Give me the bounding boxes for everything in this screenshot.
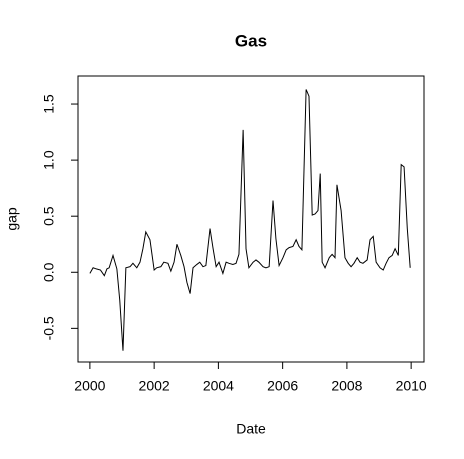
data-line bbox=[89, 89, 411, 351]
x-tick-label: 2002 bbox=[139, 378, 170, 394]
plot-frame bbox=[77, 75, 425, 363]
y-tick-label: 0.0 bbox=[41, 262, 57, 282]
y-tick-label: -0.5 bbox=[41, 316, 57, 340]
x-axis-label: Date bbox=[236, 421, 266, 437]
y-tick-label: 1.5 bbox=[41, 94, 57, 114]
y-tick-label: 0.5 bbox=[41, 206, 57, 226]
x-tick-label: 2004 bbox=[203, 378, 234, 394]
x-tick-label: 2006 bbox=[267, 378, 298, 394]
x-tick-label: 2000 bbox=[74, 378, 105, 394]
chart-title: Gas bbox=[235, 31, 267, 50]
x-tick-label: 2008 bbox=[331, 378, 362, 394]
y-tick-label: 1.0 bbox=[41, 150, 57, 170]
x-tick-label: 2010 bbox=[396, 378, 427, 394]
y-axis-label: gap bbox=[4, 207, 20, 231]
